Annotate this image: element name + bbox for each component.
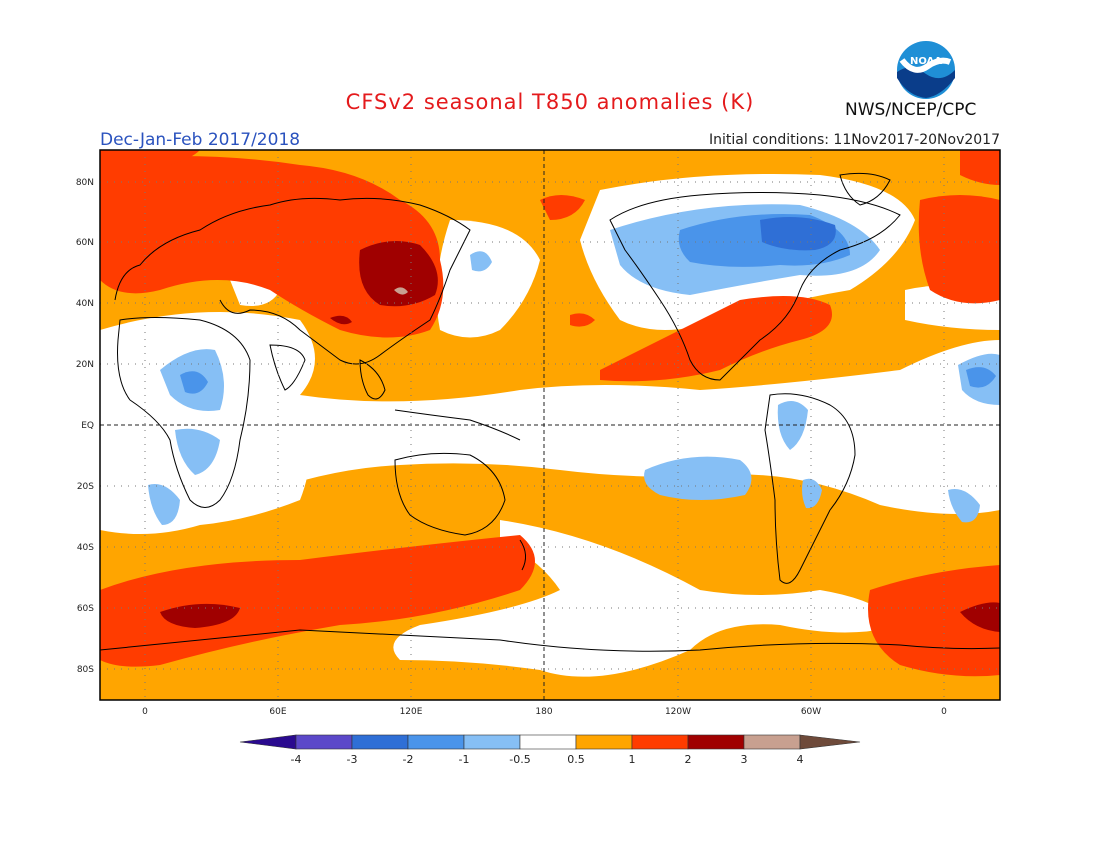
lat-label: EQ — [81, 421, 94, 431]
lat-label: 20S — [77, 482, 94, 492]
coastline-africa — [117, 317, 251, 508]
warm-region-2to3 — [359, 241, 438, 307]
neutral-region — [100, 312, 1000, 530]
coastlines — [100, 172, 1000, 652]
cold-region-0p5to1 — [644, 456, 752, 500]
warm-region-2to3 — [960, 602, 1000, 632]
colorbar-bin — [295, 734, 353, 750]
lon-label: 0 — [142, 707, 148, 717]
colorbar-label: -1 — [459, 753, 470, 766]
lat-label: 80N — [76, 178, 94, 188]
warm-region-3to4 — [394, 287, 408, 295]
warm-region-1to2 — [540, 195, 585, 220]
warm-region-1to2 — [960, 150, 1000, 185]
colorbar-arrow-high — [799, 734, 861, 750]
colorbar-label: -4 — [291, 753, 302, 766]
coastline-south-america — [764, 393, 856, 584]
cold-region-1to2 — [180, 371, 208, 394]
colorbar — [239, 734, 861, 750]
warm-region-1to2 — [918, 195, 1000, 304]
coastline-newzealand — [519, 539, 526, 571]
lon-label: 120E — [400, 707, 423, 717]
colorbar-arrow-low — [239, 734, 297, 750]
coastline-north-america — [609, 192, 901, 381]
lat-label: 60S — [77, 604, 94, 614]
lat-label: 20N — [76, 360, 94, 370]
cold-region-0p5to1 — [948, 489, 980, 523]
noaa-logo-icon: NOAA — [897, 41, 955, 99]
colorbar-label: -3 — [347, 753, 358, 766]
season-label: Dec-Jan-Feb 2017/2018 — [100, 130, 301, 150]
warm-region-2to3 — [330, 315, 352, 325]
map-frame — [99, 149, 1001, 701]
neutral-region — [393, 520, 900, 677]
coastline-australia — [394, 452, 506, 536]
logo-text: NOAA — [910, 56, 942, 67]
warm-region-1to2 — [100, 535, 535, 667]
colorbar-bin — [519, 734, 577, 750]
colorbar-label: 3 — [741, 753, 748, 766]
coastline-india — [269, 344, 306, 391]
lon-label: 60W — [801, 707, 821, 717]
coastline-europe-asia — [114, 197, 471, 365]
warm-region-1to2 — [600, 296, 832, 382]
lon-label: 180 — [535, 707, 552, 717]
colorbar-label: 4 — [797, 753, 804, 766]
cold-region-2to3 — [760, 216, 836, 251]
cold-region-0p5to1 — [777, 401, 808, 450]
colorbar-label: 0.5 — [567, 753, 585, 766]
colorbar-label: 2 — [685, 753, 692, 766]
gridlines — [100, 150, 1000, 700]
colorbar-bin — [407, 734, 465, 750]
cold-region-1to2 — [966, 367, 996, 388]
coastline-antarctica — [100, 629, 1000, 652]
warm-region-2to3 — [160, 603, 240, 628]
lon-label: 0 — [941, 707, 947, 717]
lat-labels: 80N 60N 40N 20N EQ 20S 40S 60S 80S — [76, 178, 94, 675]
map-title: CFSv2 seasonal T850 anomalies (K) — [345, 90, 755, 114]
cold-region-0p5to1 — [148, 484, 180, 525]
colorbar-bin — [575, 734, 633, 750]
lat-label: 40S — [77, 543, 94, 553]
warm-region-1to2 — [100, 156, 444, 338]
colorbar-bin — [743, 734, 801, 750]
cold-region-0p5to1 — [175, 428, 220, 475]
colorbar-bin — [631, 734, 689, 750]
lon-labels: 0 60E 120E 180 120W 60W 0 — [142, 707, 947, 717]
colorbar-bin — [463, 734, 521, 750]
warm-region-1to2 — [570, 313, 595, 327]
lat-label: 60N — [76, 238, 94, 248]
agency-label: NWS/NCEP/CPC — [845, 100, 977, 120]
coastline-indonesia — [394, 409, 521, 441]
lat-label: 40N — [76, 299, 94, 309]
colorbar-label: -2 — [403, 753, 414, 766]
colorbar-bin — [687, 734, 745, 750]
warm-region-1to2 — [100, 150, 200, 175]
initial-conditions-label: Initial conditions: 11Nov2017-20Nov2017 — [709, 132, 1000, 148]
colorbar-bin — [351, 734, 409, 750]
colorbar-label: -0.5 — [509, 753, 530, 766]
lat-label: 80S — [77, 665, 94, 675]
cold-region-0p5to1 — [470, 251, 492, 272]
coastline-se-asia — [359, 359, 386, 400]
colorbar-label: 1 — [629, 753, 636, 766]
neutral-region — [436, 220, 540, 338]
colorbar-labels: -4 -3 -2 -1 -0.5 0.5 1 2 3 4 — [291, 753, 804, 766]
coastline-greenland — [839, 172, 891, 206]
lon-label: 120W — [665, 707, 691, 717]
lon-label: 60E — [269, 707, 286, 717]
